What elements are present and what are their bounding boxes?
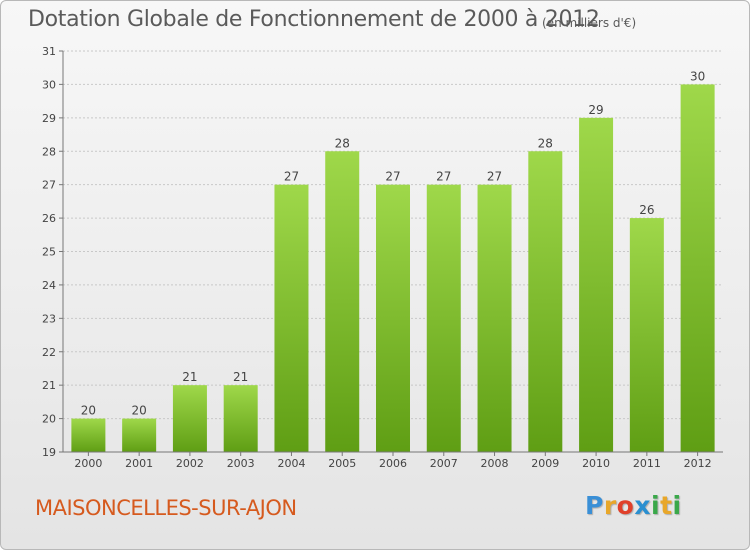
bar-2002 (172, 385, 207, 452)
proxiti-logo: Proxiti (585, 491, 682, 520)
logo-letter: r (603, 491, 617, 520)
logo-letter: t (660, 491, 673, 520)
bar-2003 (223, 385, 258, 452)
y-tick-label: 19 (42, 446, 56, 459)
x-tick-label: 2000 (74, 457, 102, 470)
bar-2001 (122, 418, 157, 452)
bar-2009 (528, 151, 563, 452)
x-tick-label: 2007 (430, 457, 458, 470)
bar-2012 (680, 84, 715, 453)
bar-value-label: 26 (639, 203, 654, 217)
y-tick-label: 21 (42, 379, 56, 392)
bar-value-label: 30 (690, 69, 705, 83)
logo-letter: o (616, 491, 635, 520)
y-tick-label: 23 (42, 312, 56, 325)
bar-value-label: 28 (538, 136, 553, 150)
chart-subtitle: (en milliers d'€) (542, 16, 637, 30)
x-tick-label: 2001 (125, 457, 153, 470)
commune-name: MAISONCELLES-SUR-AJON (35, 496, 297, 520)
bar-value-label: 21 (233, 370, 248, 384)
bar-2006 (376, 184, 410, 452)
x-tick-label: 2011 (633, 457, 661, 470)
bar-value-label: 20 (81, 404, 96, 418)
y-tick-label: 29 (42, 112, 56, 125)
bar-value-label: 29 (588, 103, 603, 117)
bar-2011 (629, 218, 664, 452)
y-tick-label: 31 (42, 45, 56, 58)
bar-2008 (477, 184, 512, 452)
y-tick-label: 26 (42, 212, 56, 225)
bar-value-label: 27 (487, 170, 502, 184)
bar-value-label: 28 (335, 136, 350, 150)
y-tick-label: 30 (42, 78, 56, 91)
y-tick-label: 24 (42, 279, 56, 292)
x-tick-label: 2004 (277, 457, 305, 470)
logo-letter: i (672, 491, 682, 520)
y-tick-label: 28 (42, 145, 56, 158)
y-tick-label: 20 (42, 413, 56, 426)
x-tick-label: 2008 (481, 457, 509, 470)
logo-letter: P (585, 491, 604, 520)
y-tick-label: 27 (42, 179, 56, 192)
bar-value-label: 27 (385, 170, 400, 184)
x-tick-label: 2012 (684, 457, 712, 470)
bar-2010 (579, 117, 614, 452)
bar-2005 (325, 151, 360, 452)
bar-value-label: 27 (436, 170, 451, 184)
y-tick-label: 22 (42, 346, 56, 359)
x-tick-label: 2005 (328, 457, 356, 470)
x-tick-label: 2009 (531, 457, 559, 470)
x-tick-label: 2006 (379, 457, 407, 470)
x-tick-label: 2002 (176, 457, 204, 470)
bar-2000 (71, 418, 106, 452)
bar-value-label: 27 (284, 170, 299, 184)
bar-2004 (274, 184, 309, 452)
bar-2007 (426, 184, 461, 452)
chart-title: Dotation Globale de Fonctionnement de 20… (28, 7, 600, 32)
logo-letter: x (634, 491, 651, 520)
logo-letter: i (651, 491, 661, 520)
x-tick-label: 2010 (582, 457, 610, 470)
y-tick-label: 25 (42, 246, 56, 259)
bar-value-label: 21 (182, 370, 197, 384)
x-tick-label: 2003 (227, 457, 255, 470)
bar-value-label: 20 (132, 404, 147, 418)
